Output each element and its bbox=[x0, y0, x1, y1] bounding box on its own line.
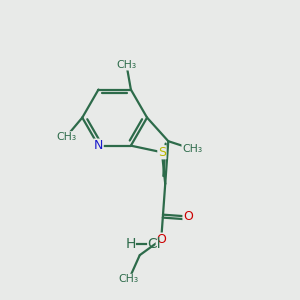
Text: H: H bbox=[126, 237, 136, 251]
Text: O: O bbox=[183, 210, 193, 223]
Text: CH₃: CH₃ bbox=[119, 274, 139, 284]
Text: CH₃: CH₃ bbox=[56, 132, 76, 142]
Text: O: O bbox=[156, 233, 166, 246]
Text: CH₃: CH₃ bbox=[182, 144, 202, 154]
Text: CH₃: CH₃ bbox=[116, 60, 136, 70]
Text: N: N bbox=[94, 139, 103, 152]
Text: Cl: Cl bbox=[148, 237, 161, 251]
Text: S: S bbox=[158, 146, 166, 159]
